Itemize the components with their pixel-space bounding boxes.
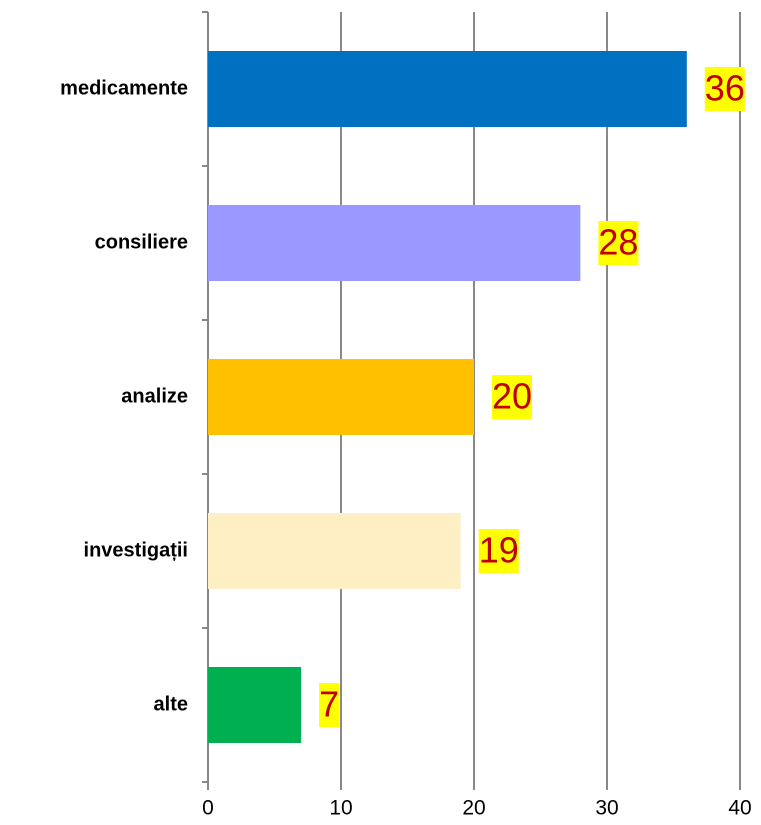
value-label-bg [478,529,519,573]
bar [208,205,581,281]
value-label: 36 [705,68,745,109]
bar [208,51,687,127]
bar [208,667,302,743]
value-label-bg [319,683,340,727]
x-tick-label: 10 [329,797,352,820]
value-label: 7 [319,684,339,725]
y-tick-label: alte [154,693,188,715]
value-label-bg [704,67,745,111]
x-tick-label: 40 [728,797,751,820]
value-label: 20 [492,376,532,417]
value-label: 19 [479,530,519,571]
y-tick-label: consiliere [95,231,188,253]
value-label: 28 [598,222,638,263]
bar [208,513,461,589]
x-tick-label: 30 [595,797,618,820]
y-tick-label: medicamente [60,77,188,99]
value-label-bg [598,221,639,265]
x-tick-label: 20 [462,797,485,820]
y-tick-label: investigații [84,539,188,561]
x-tick-label: 0 [202,797,214,820]
y-tick-label: analize [121,385,188,407]
bar [208,359,474,435]
value-label-bg [492,375,533,419]
